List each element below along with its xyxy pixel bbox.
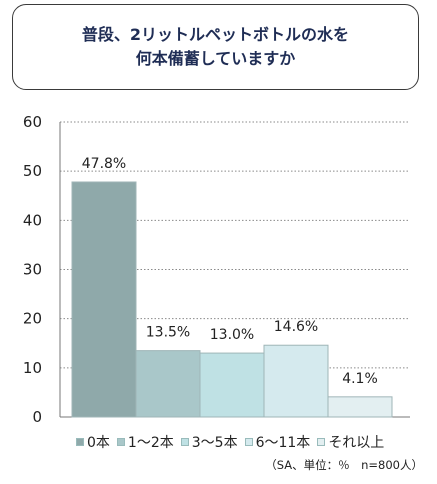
legend-label: それ以上	[328, 435, 385, 451]
chart-title-box: 普段、2リットルペットボトルの水を 何本備蓄していますか	[12, 4, 419, 90]
chart-title-line1: 普段、2リットルペットボトルの水を	[81, 25, 350, 44]
data-label: 4.1%	[342, 371, 378, 387]
y-tick-label: 30	[23, 261, 42, 279]
legend-item: 0本	[76, 432, 110, 452]
legend-item: 6～11本	[244, 432, 311, 452]
legend-label: 1～2本	[127, 435, 174, 451]
legend-swatch	[317, 438, 326, 446]
y-tick-label: 60	[23, 113, 42, 131]
legend-item: 3～5本	[180, 432, 238, 452]
bar	[199, 352, 265, 418]
data-label: 14.6%	[274, 319, 318, 335]
legend-label: 0本	[87, 435, 110, 451]
legend-swatch	[76, 438, 84, 446]
legend-label: 6～11本	[255, 435, 311, 451]
y-tick-label: 50	[23, 162, 42, 180]
data-label: 13.0%	[210, 327, 254, 343]
legend-swatch	[180, 438, 189, 446]
data-label: 13.5%	[146, 325, 190, 341]
bar	[135, 350, 201, 418]
bar	[327, 396, 393, 418]
data-label: 47.8%	[82, 156, 126, 172]
bar	[71, 181, 137, 418]
chart-legend: 0本 1～2本 3～5本 6～11本 それ以上	[76, 432, 436, 452]
bar	[263, 344, 329, 418]
y-tick-label: 20	[23, 310, 42, 328]
y-tick-label: 10	[23, 359, 42, 377]
legend-swatch	[244, 438, 253, 446]
legend-swatch	[116, 438, 125, 446]
chart-title-line2: 何本備蓄していますか	[135, 49, 296, 68]
survey-note: （SA、単位：％ n=800人）	[265, 458, 423, 472]
legend-item: それ以上	[317, 432, 384, 452]
legend-item: 1～2本	[116, 432, 174, 452]
y-tick-label: 0	[32, 408, 42, 426]
y-tick-label: 40	[23, 211, 42, 229]
legend-label: 3～5本	[191, 435, 238, 451]
